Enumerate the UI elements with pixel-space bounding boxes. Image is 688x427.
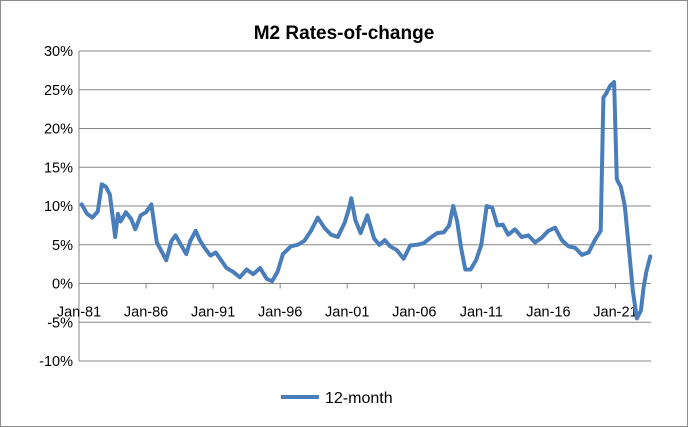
series-layer xyxy=(79,80,653,321)
gridlines xyxy=(78,50,651,362)
x-tick-label: Jan-21 xyxy=(593,305,637,321)
x-tick-label: Jan-81 xyxy=(57,305,101,321)
y-tick-label: 5% xyxy=(52,238,73,254)
y-tick-label: 15% xyxy=(44,160,73,176)
y-tick-label: 0% xyxy=(52,277,73,293)
x-axis-ticks: Jan-81 Jan-86 Jan-91 Jan-96 Jan-01 Jan-06 Jan-… xyxy=(57,283,638,321)
y-tick-label: 25% xyxy=(44,83,73,99)
x-tick-label: Jan-01 xyxy=(325,305,369,321)
x-tick-label: Jan-11 xyxy=(460,305,503,321)
x-tick-label: Jan-06 xyxy=(392,305,436,321)
x-tick-label: Jan-86 xyxy=(124,305,168,321)
x-tick-label: Jan-16 xyxy=(526,305,570,321)
y-axis-ticks: 30% 25% 20% 15% 10% 5% 0% -5% -10% xyxy=(39,44,73,370)
y-tick-label: 20% xyxy=(44,122,73,138)
chart-title: M2 Rates-of-change xyxy=(254,23,435,44)
y-tick-label: -10% xyxy=(39,354,73,370)
x-tick-label: Jan-96 xyxy=(258,305,302,321)
legend-label: 12-month xyxy=(325,390,393,407)
y-tick-label: -5% xyxy=(47,315,73,331)
series-line-12-month xyxy=(79,80,653,321)
y-tick-label: 10% xyxy=(44,199,73,215)
legend: 12-month xyxy=(281,390,393,407)
x-tick-label: Jan-91 xyxy=(191,305,235,321)
y-tick-label: 30% xyxy=(44,44,73,60)
